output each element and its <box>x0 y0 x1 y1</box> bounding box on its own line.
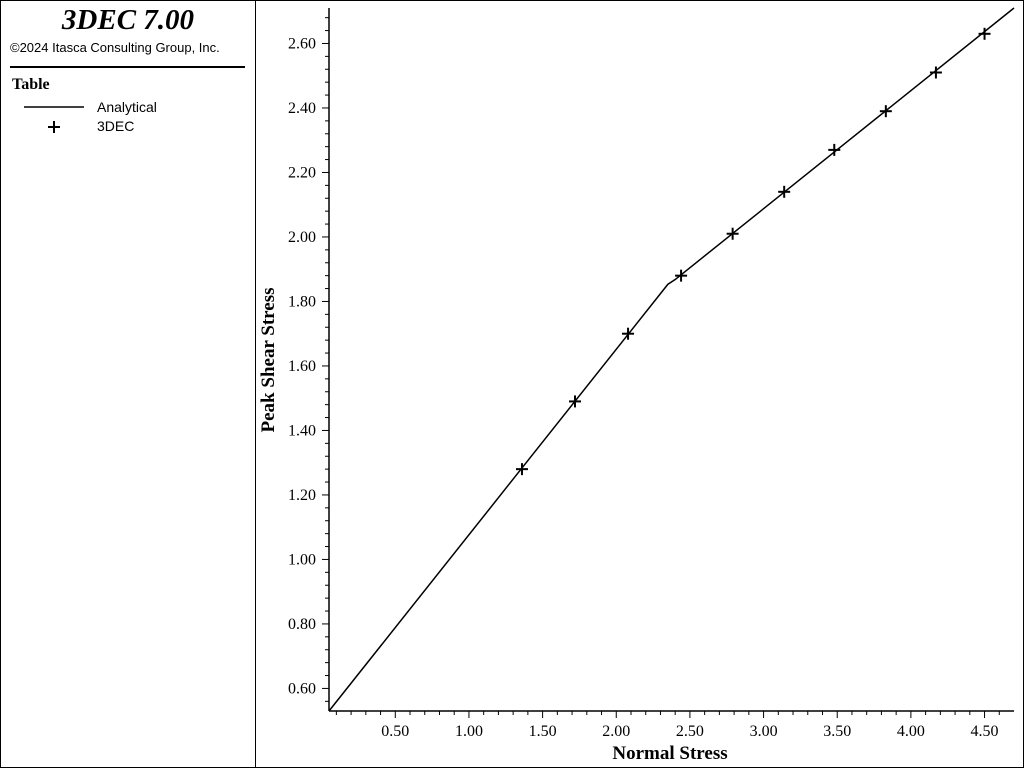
data-point-3dec <box>929 66 942 79</box>
x-tick-label: 4.50 <box>971 723 999 740</box>
y-tick-label: 2.20 <box>288 164 316 181</box>
app-title: 3DEC 7.00 <box>61 4 195 36</box>
chart-axes <box>328 8 1014 712</box>
copyright-text: ©2024 Itasca Consulting Group, Inc. <box>10 40 220 55</box>
y-tick-label: 1.40 <box>288 422 316 439</box>
legend-label-3dec: 3DEC <box>97 118 135 134</box>
chart-series <box>328 7 1015 712</box>
y-tick-label: 2.00 <box>288 229 316 246</box>
y-tick-label: 1.80 <box>288 293 316 310</box>
x-tick-label: 2.00 <box>602 723 630 740</box>
y-tick-label: 0.80 <box>288 616 316 633</box>
data-point-3dec <box>978 27 991 40</box>
x-tick-label: 0.50 <box>381 723 409 740</box>
y-tick-label: 1.00 <box>288 551 316 568</box>
data-point-3dec <box>778 185 791 198</box>
data-point-3dec <box>622 327 635 340</box>
plus-symbol-icon <box>48 121 60 133</box>
legend-heading: Table <box>12 76 50 93</box>
x-tick-label: 1.50 <box>529 723 557 740</box>
y-tick-label: 2.40 <box>288 100 316 117</box>
data-point-3dec <box>515 463 528 476</box>
data-point-3dec <box>675 269 688 282</box>
x-tick-label: 1.00 <box>455 723 483 740</box>
y-tick-label: 1.20 <box>288 487 316 504</box>
y-tick-label: 0.60 <box>288 680 316 697</box>
x-tick-label: 4.00 <box>897 723 925 740</box>
line-symbol-icon <box>24 106 84 108</box>
data-point-3dec <box>879 105 892 118</box>
y-axis-ticks: 0.60 0.80 1.00 1.20 1.40 1.60 1.80 2.00 2.20 2.40… <box>288 17 329 702</box>
x-tick-label: 2.50 <box>676 723 704 740</box>
legend-divider <box>10 66 245 68</box>
legend-entry-analytical: Analytical <box>0 98 256 116</box>
legend-entry-3dec: 3DEC <box>0 117 256 135</box>
data-point-3dec <box>569 395 582 408</box>
x-axis-ticks: 0.50 1.00 1.50 2.00 2.50 3.00 3.50 4.00 4.50 <box>335 711 1000 740</box>
y-tick-label: 1.60 <box>288 358 316 375</box>
y-tick-label: 2.60 <box>288 35 316 52</box>
y-axis-title: Peak Shear Stress <box>258 288 279 433</box>
data-point-3dec <box>828 143 841 156</box>
legend-panel: 3DEC 7.00 ©2024 Itasca Consulting Group,… <box>0 0 256 768</box>
x-axis-title: Normal Stress <box>612 743 727 764</box>
data-point-3dec <box>726 227 739 240</box>
x-tick-label: 3.00 <box>750 723 778 740</box>
legend-label-analytical: Analytical <box>97 99 157 115</box>
analytical-series-line <box>328 7 1015 712</box>
x-tick-label: 3.50 <box>823 723 851 740</box>
